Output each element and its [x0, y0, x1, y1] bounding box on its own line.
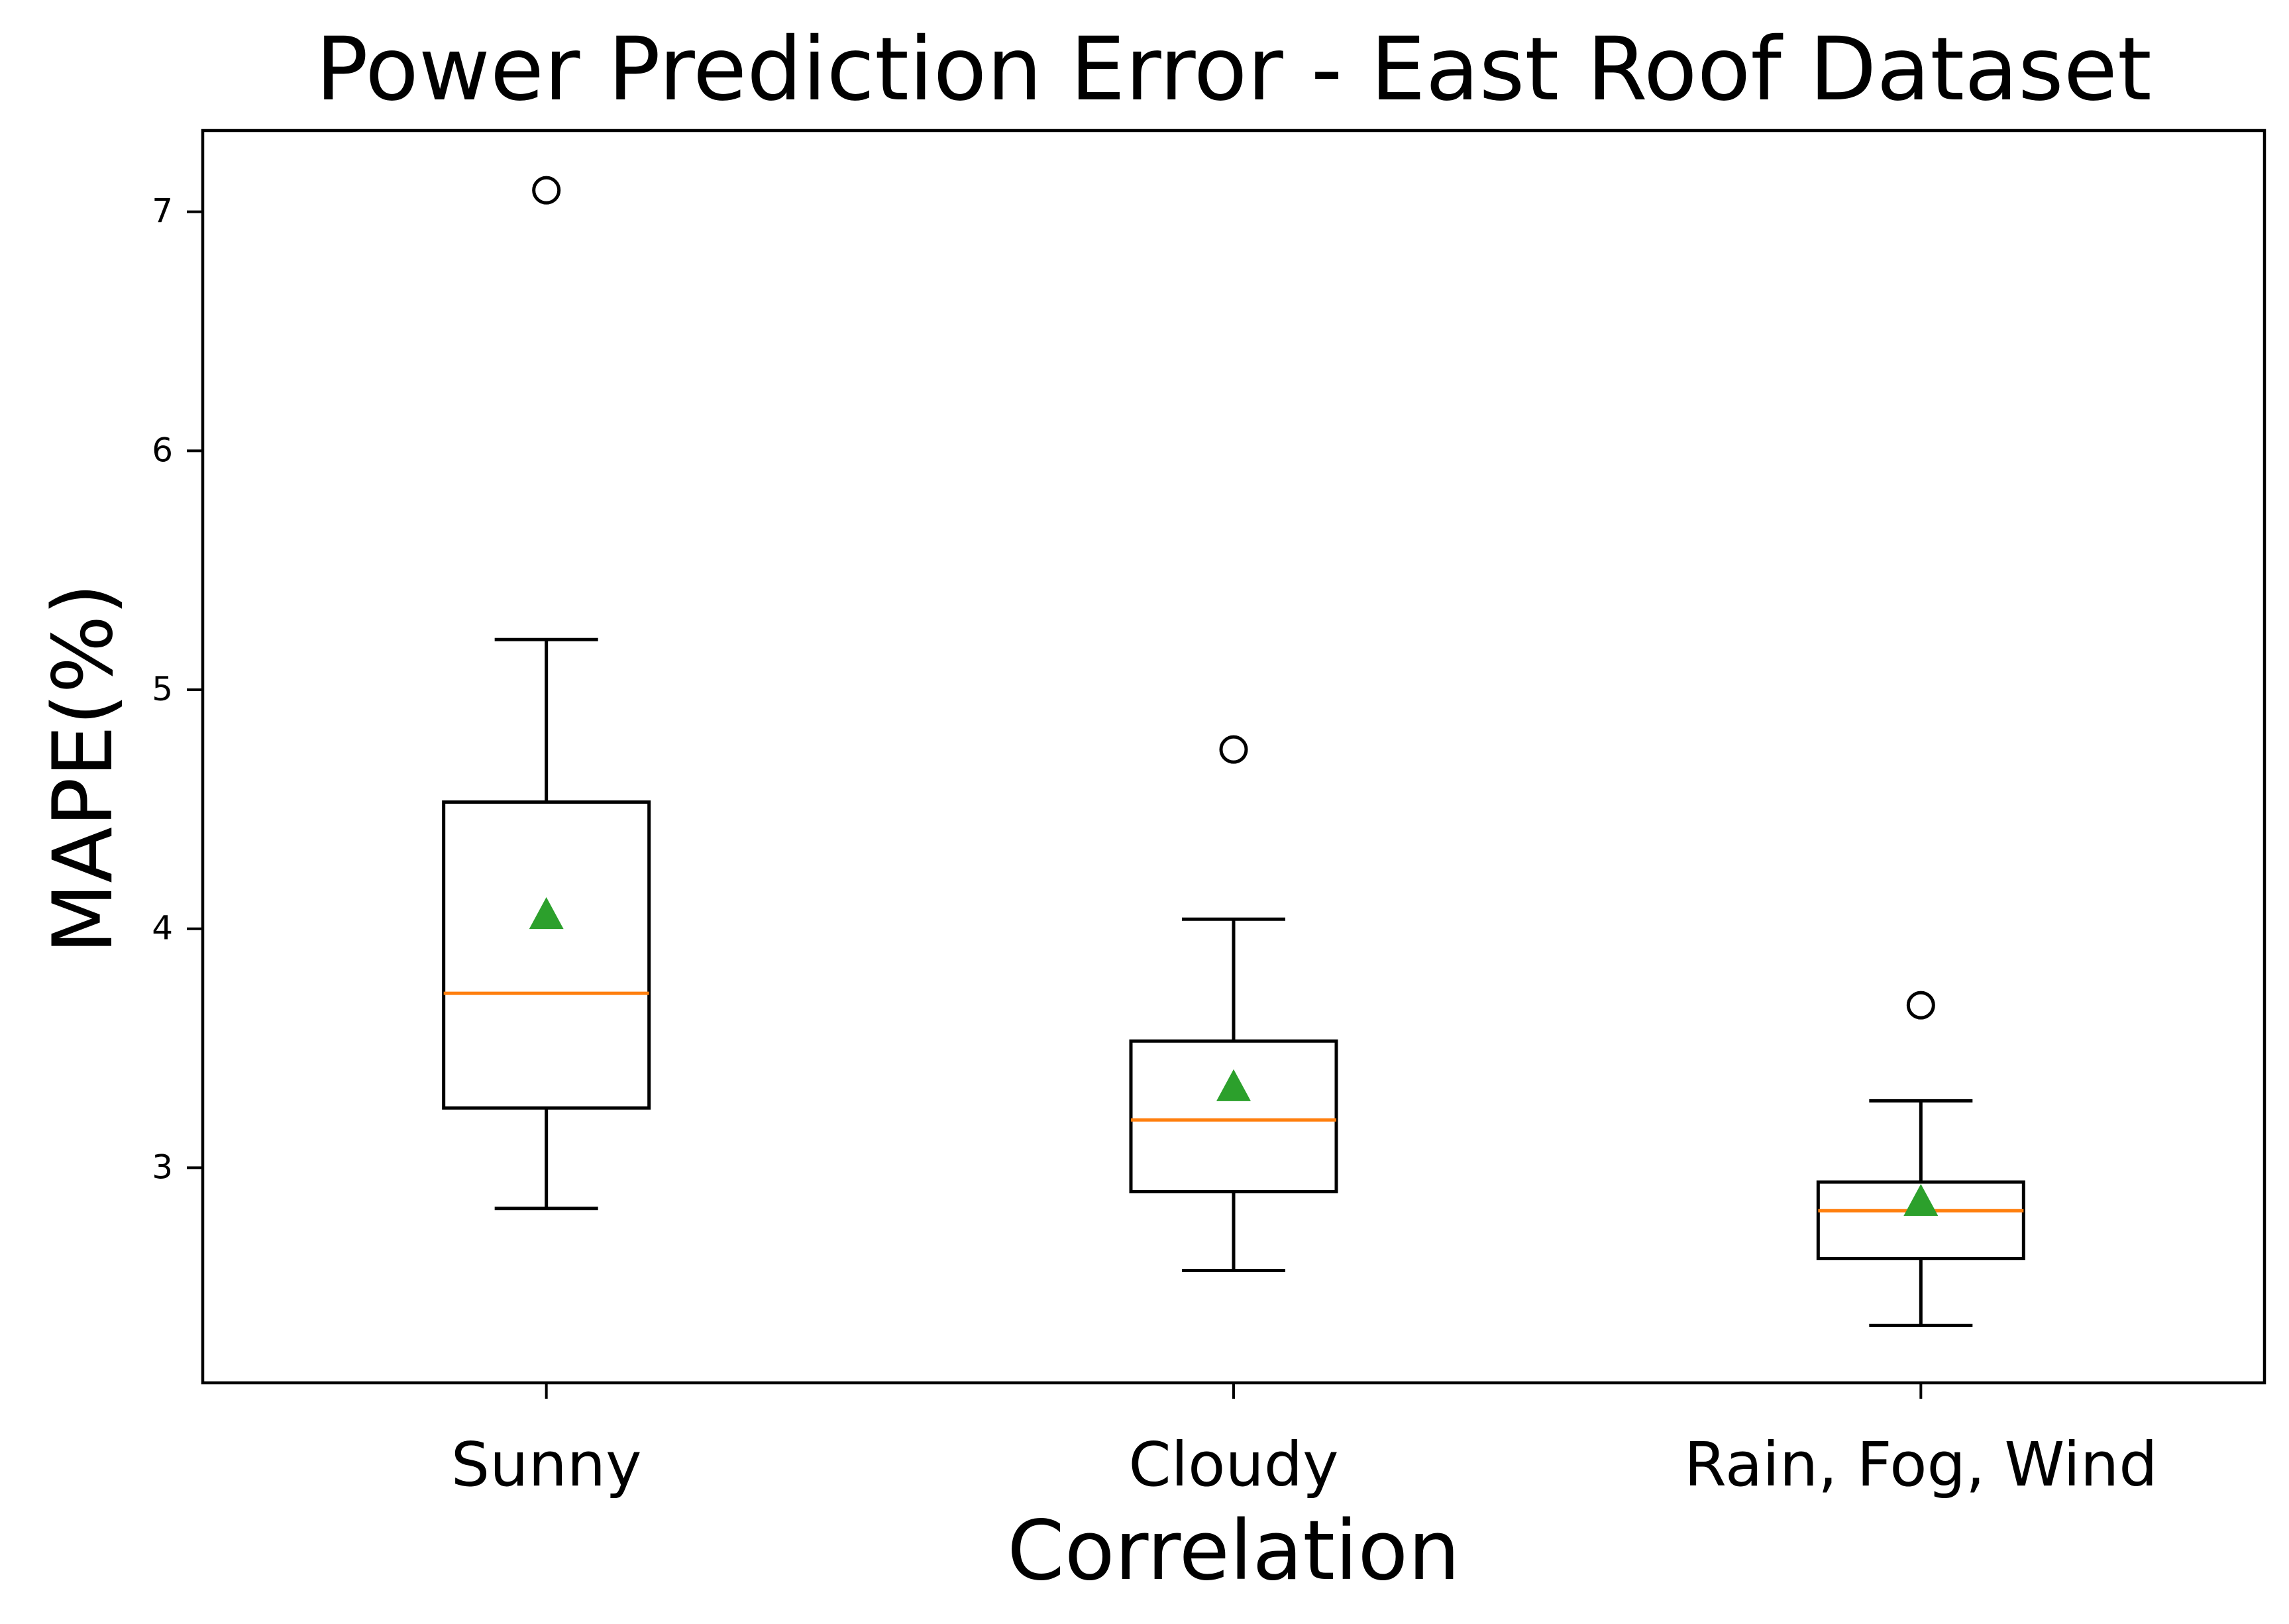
- y-axis-label: MAPE(%): [36, 583, 131, 954]
- plot-frame: [201, 129, 2266, 1385]
- plot-area: 3 4 5 6 7 Sunny Cloudy Rain, Fog, Wind: [152, 176, 2158, 1500]
- box-group-2: [1129, 735, 1338, 1272]
- box-group-3: [1816, 991, 2025, 1327]
- box-group-1: [442, 176, 651, 1211]
- x-tick-label: Cloudy: [1128, 1429, 1338, 1500]
- y-tick-label: 6: [152, 431, 173, 469]
- y-tick-label: 4: [152, 909, 173, 947]
- y-tick-label: 3: [152, 1148, 173, 1186]
- x-tick-label: Sunny: [451, 1429, 642, 1500]
- outlier-point: [1906, 991, 1935, 1020]
- box-iqr: [1129, 1039, 1338, 1193]
- outlier-point: [532, 176, 561, 205]
- box-iqr: [442, 800, 651, 1110]
- mean-marker: [1903, 1183, 1939, 1216]
- outlier-point: [1219, 735, 1248, 764]
- box-iqr: [1816, 1180, 2025, 1260]
- x-axis-label: Correlation: [1007, 1503, 1460, 1599]
- y-tick-label: 5: [152, 670, 173, 708]
- chart-title: Power Prediction Error - East Roof Datas…: [315, 19, 2151, 121]
- y-tick-label: 7: [152, 192, 173, 231]
- x-tick-label: Rain, Fog, Wind: [1684, 1429, 2158, 1500]
- mean-marker: [529, 897, 564, 930]
- mean-marker: [1216, 1069, 1251, 1101]
